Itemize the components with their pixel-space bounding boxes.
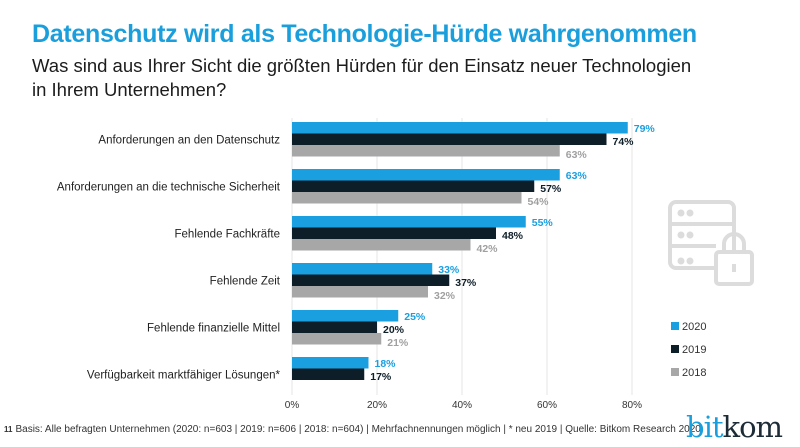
- page-number: 11: [4, 425, 13, 434]
- data-label: 48%: [502, 230, 524, 242]
- bar-2019: [292, 227, 496, 239]
- x-tick-label: 40%: [452, 400, 472, 411]
- data-label: 74%: [613, 136, 635, 148]
- bar-2020: [292, 263, 433, 275]
- category-label: Fehlende Fachkräfte: [175, 228, 280, 240]
- x-tick-label: 60%: [537, 400, 557, 411]
- legend-label: 2019: [682, 344, 706, 356]
- category-label: Verfügbarkeit marktfähiger Lösungen*: [87, 369, 281, 381]
- legend-label: 2020: [682, 321, 706, 333]
- bar-2020: [292, 310, 399, 322]
- data-label: 57%: [540, 183, 562, 195]
- bar-2020: [292, 216, 526, 228]
- data-label: 18%: [375, 358, 397, 370]
- bar-2018: [292, 192, 522, 204]
- bar-2019: [292, 368, 365, 380]
- x-tick-label: 80%: [622, 400, 642, 411]
- server-lock-icon: [668, 200, 754, 286]
- bitkom-logo: bitkom: [686, 410, 784, 444]
- data-label: 17%: [370, 371, 392, 383]
- footer-text: Basis: Alle befragten Unternehmen (2020:…: [15, 424, 701, 435]
- logo-part: bit: [686, 410, 723, 444]
- bar-2019: [292, 321, 377, 333]
- data-label: 33%: [438, 264, 460, 276]
- data-label: 54%: [528, 196, 550, 208]
- x-tick-label: 0%: [285, 400, 300, 411]
- legend-swatch: [671, 368, 679, 376]
- bar-2018: [292, 333, 382, 345]
- bar-2018: [292, 286, 428, 298]
- bar-2018: [292, 145, 560, 157]
- category-label: Fehlende Zeit: [210, 275, 281, 287]
- legend-swatch: [671, 345, 679, 353]
- data-label: 21%: [387, 337, 409, 349]
- data-label: 20%: [383, 324, 405, 336]
- bar-2019: [292, 180, 535, 192]
- data-label: 32%: [434, 290, 456, 302]
- bar-2018: [292, 239, 471, 251]
- data-label: 37%: [455, 277, 477, 289]
- data-label: 63%: [566, 170, 588, 182]
- data-label: 63%: [566, 149, 588, 161]
- chart-subtitle: Was sind aus Ihrer Sicht die größten Hür…: [32, 55, 692, 100]
- bar-2019: [292, 274, 450, 286]
- bar-2020: [292, 357, 369, 369]
- x-tick-label: 20%: [367, 400, 387, 411]
- bar-2019: [292, 133, 607, 145]
- data-label: 42%: [477, 243, 499, 255]
- logo-part: kom: [722, 410, 784, 444]
- bar-2020: [292, 169, 560, 181]
- legend-label: 2018: [682, 367, 706, 379]
- category-label: Anforderungen an die technische Sicherhe…: [57, 181, 281, 193]
- data-label: 79%: [634, 123, 656, 135]
- category-label: Fehlende finanzielle Mittel: [147, 322, 280, 334]
- footer-note: 11 Basis: Alle befragten Unternehmen (202…: [4, 424, 701, 435]
- page-title: Datenschutz wird als Technologie-Hürde w…: [32, 20, 697, 48]
- data-label: 55%: [532, 217, 554, 229]
- legend-swatch: [671, 322, 679, 330]
- category-label: Anforderungen an den Datenschutz: [98, 134, 280, 146]
- data-label: 25%: [404, 311, 426, 323]
- bar-2020: [292, 122, 628, 134]
